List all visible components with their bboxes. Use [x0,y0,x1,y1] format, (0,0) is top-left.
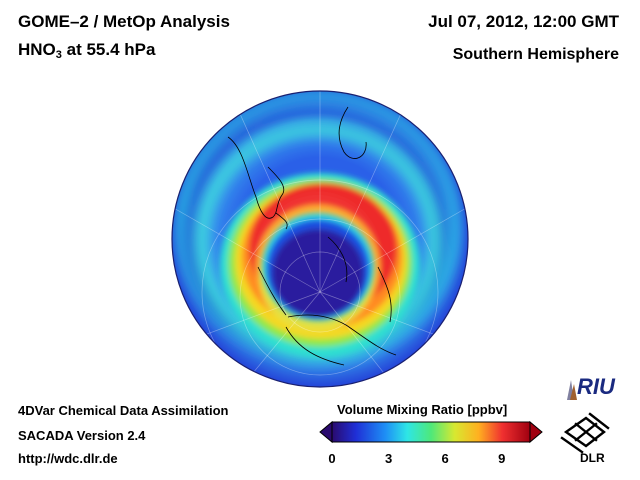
coastlines [227,106,397,366]
colorbar-gradient [331,421,531,443]
footer-version: SACADA Version 2.4 [18,428,146,443]
species-name: HNO [18,40,56,59]
footer-assimilation: 4DVar Chemical Data Assimilation [18,403,229,418]
colorbar [319,420,543,444]
dlr-logo-text: DLR [580,451,605,465]
graticule [172,91,468,387]
svg-text:RIU: RIU [577,374,616,399]
hemisphere-label: Southern Hemisphere [452,46,619,63]
colorbar-max-arrow [529,420,543,444]
colorbar-tick-label: 6 [441,451,449,466]
colorbar-tick-label: 3 [384,451,393,466]
map-subtitle: HNO3 at 55.4 hPa [18,40,155,61]
colorbar-title: Volume Mixing Ratio [ppbv] [337,402,508,417]
dlr-logo [560,412,610,454]
globe-outline [171,90,469,388]
globe-map [171,90,469,388]
species-subscript: 3 [55,49,62,61]
riu-logo: RIU [567,374,616,400]
colorbar-tick-label: 0 [328,451,336,466]
species-level: at 55.4 hPa [61,40,156,59]
colorbar-min-arrow [319,420,333,444]
map-title: GOME–2 / MetOp Analysis [18,12,230,31]
colorbar-tick-label: 9 [498,451,506,466]
footer-url: http://wdc.dlr.de [18,451,118,466]
vortex-core [262,213,374,321]
date-label: Jul 07, 2012, 12:00 GMT [428,12,619,31]
